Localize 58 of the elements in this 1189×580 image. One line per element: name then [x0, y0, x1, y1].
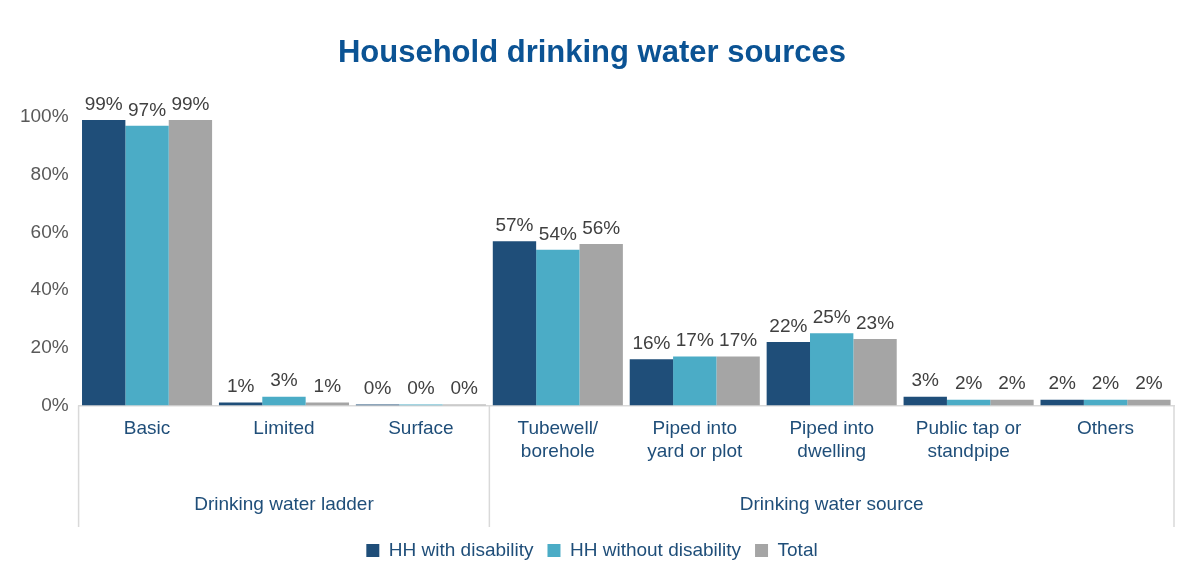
- data-label: 99%: [84, 92, 123, 114]
- data-label: 1%: [226, 375, 255, 397]
- bar: [262, 396, 306, 406]
- legend-label: HH with disability: [388, 538, 534, 560]
- data-label: 2%: [1091, 372, 1120, 394]
- y-tick-label: 100%: [19, 105, 69, 127]
- bar: [629, 359, 674, 406]
- data-label: 3%: [911, 369, 940, 391]
- data-label: 16%: [632, 332, 671, 354]
- x-tick-label: Basic: [123, 417, 171, 439]
- x-tick-label: Piped into dwelling: [789, 417, 874, 461]
- data-label: 2%: [954, 372, 983, 394]
- x-tick-label: Public tap or standpipe: [915, 417, 1023, 461]
- bar: [492, 241, 537, 406]
- x-tick-label: Limited: [253, 417, 315, 439]
- data-label: 17%: [719, 329, 758, 351]
- data-label: 17%: [675, 329, 714, 351]
- bar: [903, 396, 947, 406]
- x-tick-label: Surface: [388, 417, 454, 439]
- data-label: 99%: [171, 92, 210, 114]
- y-tick-label: 60%: [30, 220, 69, 242]
- bar: [536, 249, 580, 406]
- y-tick-label: 80%: [30, 163, 69, 185]
- bar: [673, 356, 717, 406]
- bar: [766, 342, 811, 406]
- data-label: 22%: [769, 314, 808, 336]
- data-label: 0%: [450, 377, 479, 399]
- text: Drinking water ladder: [194, 493, 375, 515]
- bar: [716, 356, 760, 406]
- data-label: 25%: [812, 306, 851, 328]
- data-label: 1%: [313, 375, 342, 397]
- y-tick-label: 0%: [41, 393, 69, 415]
- legend-label: Total: [777, 538, 818, 560]
- x-tick-label: Others: [1077, 417, 1135, 439]
- data-label: 3%: [270, 369, 298, 391]
- data-label: 2%: [1048, 372, 1077, 394]
- bar: [810, 333, 854, 406]
- y-tick-label: 20%: [30, 335, 69, 357]
- data-label: 0%: [363, 377, 392, 399]
- text: Drinking water source: [739, 493, 924, 515]
- data-label: 57%: [495, 213, 534, 235]
- bar: [125, 125, 169, 406]
- bar: [853, 339, 897, 406]
- chart-title: Household drinking water sources: [337, 34, 847, 70]
- data-label: 23%: [856, 311, 895, 333]
- data-label: 2%: [1135, 372, 1163, 394]
- legend-label: HH without disability: [569, 538, 742, 560]
- x-tick-label: Tubewell/ borehole: [517, 417, 599, 461]
- data-label: 0%: [407, 377, 435, 399]
- bar: [82, 120, 126, 406]
- data-label: 56%: [582, 216, 621, 238]
- data-label: 54%: [538, 222, 577, 244]
- bar: [579, 244, 623, 406]
- y-tick-label: 40%: [30, 278, 69, 300]
- bar: [168, 120, 213, 406]
- data-label: 2%: [998, 372, 1026, 394]
- data-label: 97%: [128, 98, 167, 120]
- x-tick-label: Piped into yard or plot: [647, 417, 743, 461]
